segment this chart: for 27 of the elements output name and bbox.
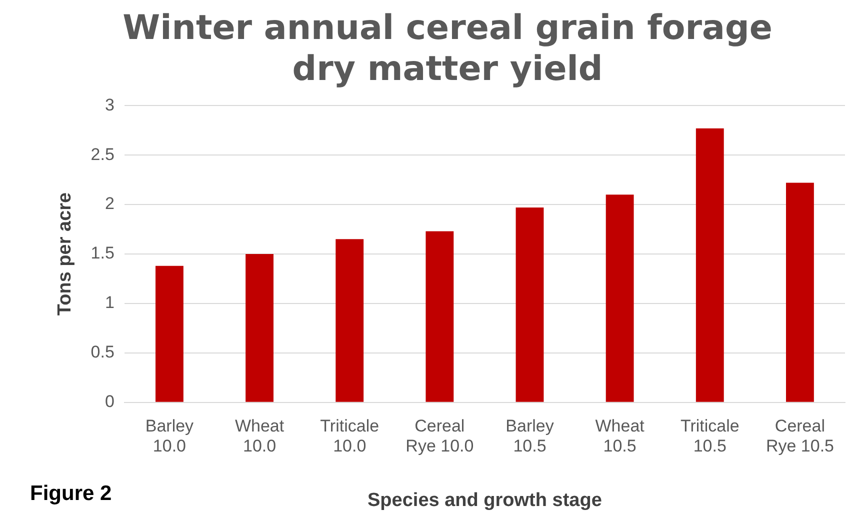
bar (606, 194, 634, 402)
x-tick-label: Cereal Rye 10.5 (766, 416, 834, 456)
bar (246, 254, 274, 402)
bar (426, 231, 454, 402)
x-tick-label: Barley 10.0 (145, 416, 194, 456)
y-tick-label: 1 (104, 293, 114, 312)
y-axis-title: Tons per acre (54, 192, 76, 316)
chart-title: Winter annual cereal grain forage dry matter yield (122, 8, 772, 90)
bar (516, 208, 544, 402)
y-tick-label: 0 (104, 392, 114, 412)
y-tick-label: 2 (104, 194, 114, 214)
y-tick-label: 0.5 (90, 342, 114, 362)
x-tick-label: Wheat 10.5 (595, 416, 645, 456)
bar (696, 128, 724, 402)
y-tick-label: 2.5 (90, 144, 114, 164)
y-tick-label: 1.5 (90, 244, 114, 263)
x-tick-label: Triticale 10.5 (680, 416, 740, 456)
x-tick-label: Wheat 10.0 (234, 416, 284, 456)
bar (786, 182, 814, 402)
y-tick-label: 3 (104, 95, 114, 114)
x-tick-label: Cereal Rye 10.0 (406, 416, 474, 456)
x-tick-label: Triticale 10.0 (320, 416, 380, 456)
x-axis-title: Species and growth stage (368, 490, 602, 511)
x-tick-label: Barley 10.5 (506, 416, 554, 456)
bar (336, 239, 364, 402)
caption: Figure 2 (30, 482, 112, 506)
bar (156, 266, 184, 402)
